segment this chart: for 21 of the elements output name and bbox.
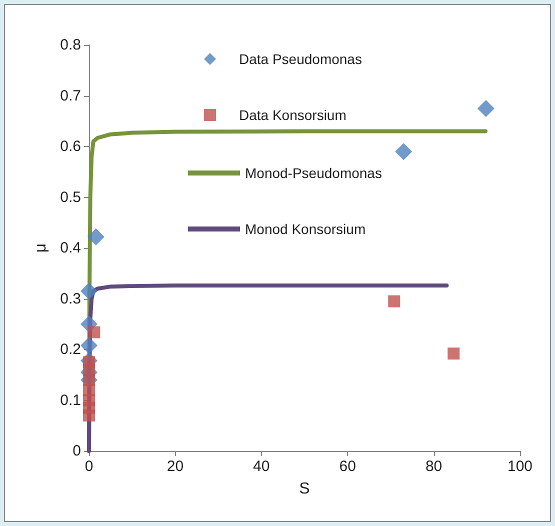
y-tick-label: 0.2: [60, 341, 81, 358]
x-tick-label: 100: [507, 458, 533, 475]
legend-label: Data Pseudomonas: [239, 51, 362, 67]
y-tick-label: 0.6: [60, 138, 81, 155]
x-tick-label: 0: [84, 458, 94, 475]
y-tick-label: 0.8: [60, 36, 81, 54]
y-tick-label: 0: [72, 442, 81, 460]
x-axis-title: S: [299, 480, 310, 498]
y-tick-label: 0.3: [60, 290, 81, 308]
y-tick-label: 0.4: [60, 240, 81, 256]
x-tick-label: 40: [253, 458, 270, 475]
y-tick-label: 0.7: [60, 87, 81, 104]
x-tick-label: 20: [166, 458, 184, 475]
legend-label: Monod Konsorsium: [245, 221, 366, 237]
x-tick-label: 60: [339, 458, 356, 475]
y-tick-label: 0.1: [60, 392, 81, 409]
y-tick-label: 0.5: [60, 188, 81, 206]
y-axis-title: μ: [32, 243, 50, 253]
legend-label: Data Konsorsium: [239, 107, 346, 123]
x-tick-label: 80: [425, 458, 442, 475]
legend-label: Monod-Pseudomonas: [245, 165, 382, 181]
